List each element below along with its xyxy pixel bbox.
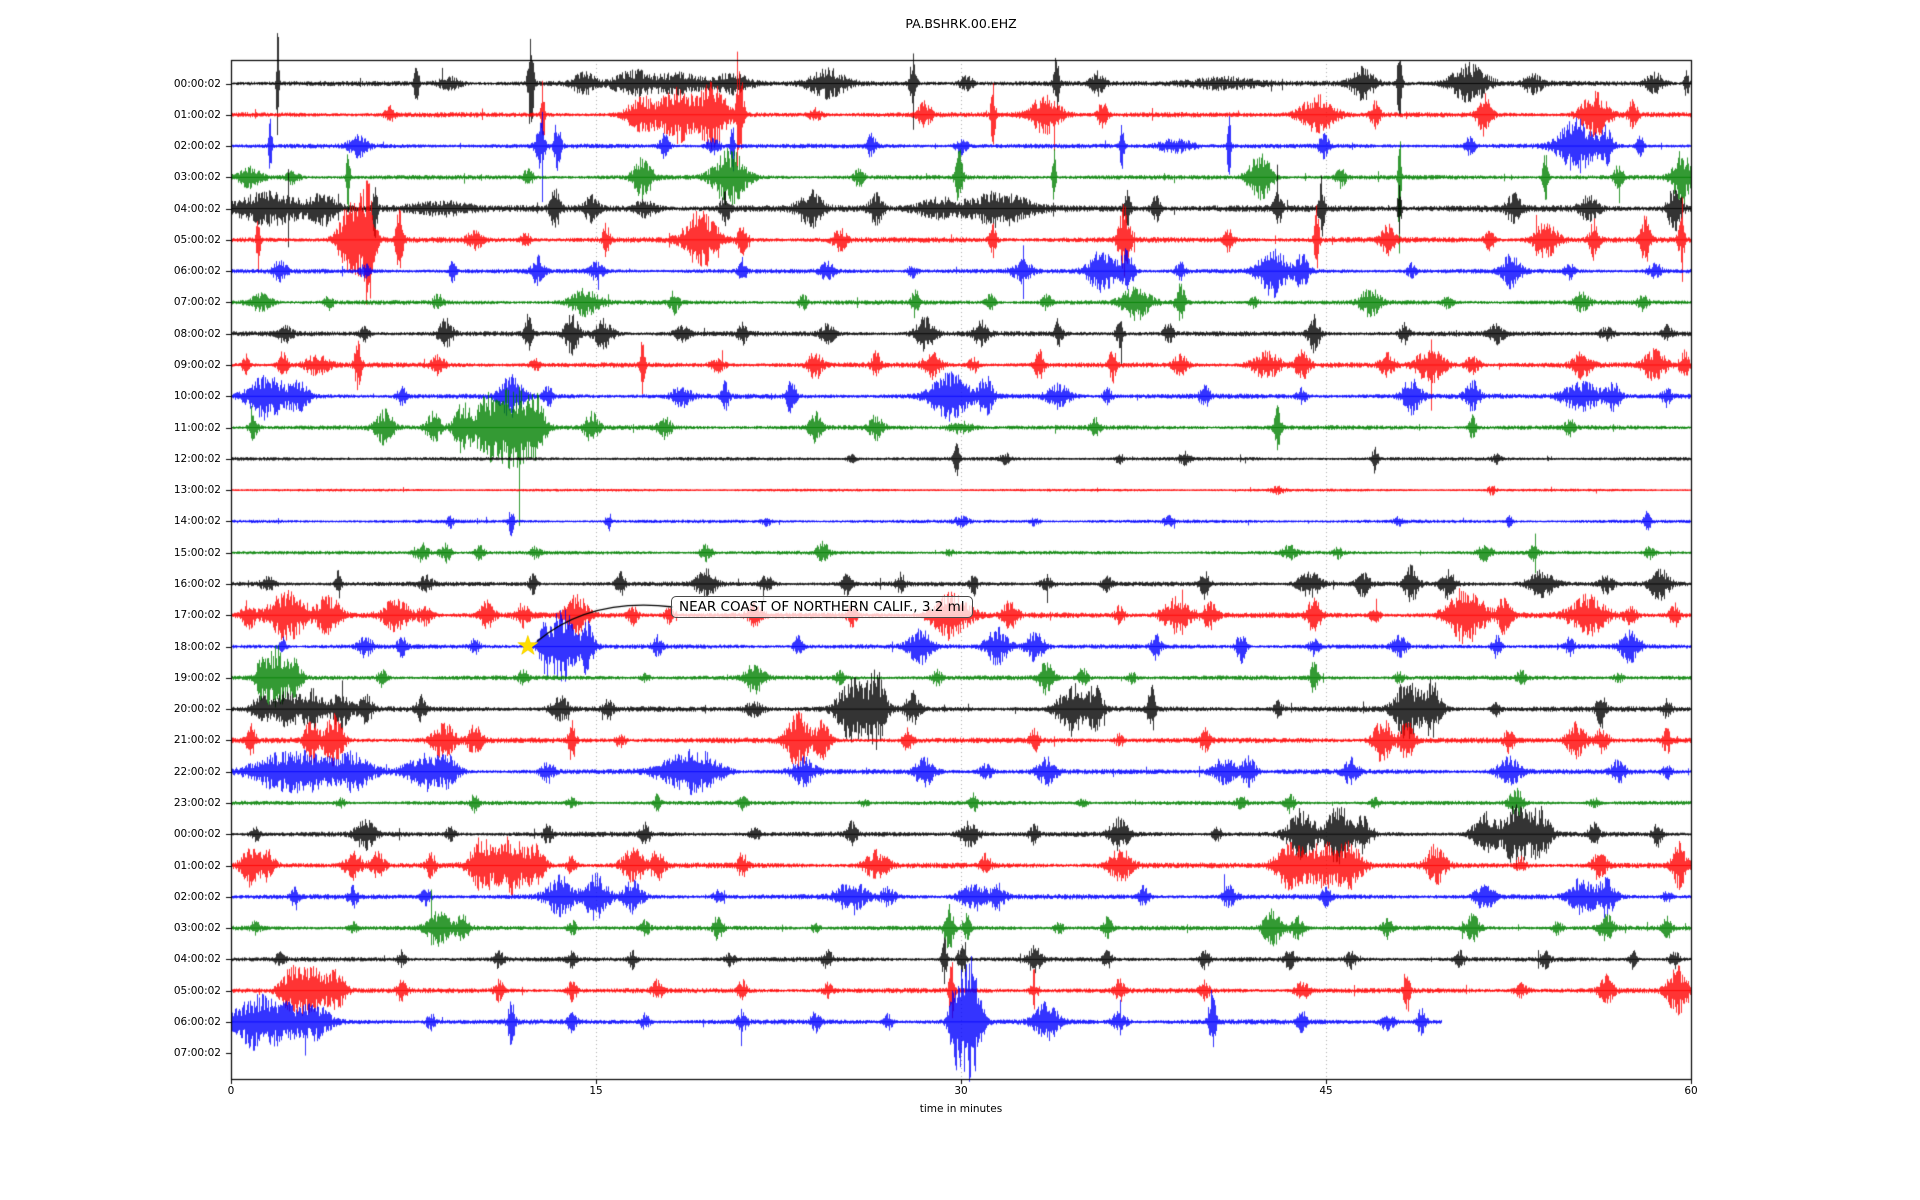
y-tick-label: 20:00:02 [173, 703, 221, 716]
y-tick-label: 01:00:02 [173, 859, 221, 872]
y-tick-label: 04:00:02 [173, 202, 221, 215]
y-tick-label: 00:00:02 [173, 828, 221, 841]
y-tick-label: 02:00:02 [173, 140, 221, 153]
y-tick-label: 11:00:02 [173, 421, 221, 434]
x-axis-title: time in minutes [919, 1103, 1003, 1115]
event-annotation-text: NEAR COAST OF NORTHERN CALIF., 3.2 ml [679, 599, 965, 615]
y-tick-label: 22:00:02 [173, 765, 221, 778]
x-tick-label: 30 [954, 1085, 968, 1097]
y-tick-label: 02:00:02 [173, 890, 221, 903]
x-tick-label: 60 [1684, 1085, 1698, 1097]
y-tick-label: 13:00:02 [173, 484, 221, 497]
y-tick-label: 09:00:02 [173, 359, 221, 372]
y-tick-label: 08:00:02 [173, 327, 221, 340]
y-tick-label: 12:00:02 [173, 452, 221, 465]
y-tick-label: 03:00:02 [173, 171, 221, 184]
y-tick-label: 04:00:02 [173, 953, 221, 966]
y-tick-label: 00:00:02 [173, 77, 221, 90]
y-tick-label: 18:00:02 [173, 640, 221, 653]
y-tick-label: 06:00:02 [173, 1015, 221, 1028]
y-tick-label: 21:00:02 [173, 734, 221, 747]
y-tick-label: 17:00:02 [173, 609, 221, 622]
y-tick-label: 05:00:02 [173, 233, 221, 246]
event-star-icon: ★ [515, 629, 540, 661]
x-tick-label: 45 [1319, 1085, 1333, 1097]
y-tick-label: 03:00:02 [173, 922, 221, 935]
y-tick-label: 10:00:02 [173, 390, 221, 403]
x-tick-label: 0 [227, 1085, 235, 1097]
y-tick-label: 05:00:02 [173, 984, 221, 997]
y-tick-label: 23:00:02 [173, 796, 221, 809]
y-tick-label: 14:00:02 [173, 515, 221, 528]
x-tick-label: 15 [589, 1085, 603, 1097]
y-tick-label: 06:00:02 [173, 265, 221, 278]
y-tick-label: 07:00:02 [173, 296, 221, 309]
y-tick-label: 16:00:02 [173, 577, 221, 590]
figure-title: PA.BSHRK.00.EHZ [905, 16, 1017, 31]
event-annotation: NEAR COAST OF NORTHERN CALIF., 3.2 ml [671, 596, 973, 618]
y-tick-label: 01:00:02 [173, 108, 221, 121]
y-tick-label: 15:00:02 [173, 546, 221, 559]
y-tick-label: 07:00:02 [173, 1047, 221, 1060]
y-tick-label: 19:00:02 [173, 671, 221, 684]
